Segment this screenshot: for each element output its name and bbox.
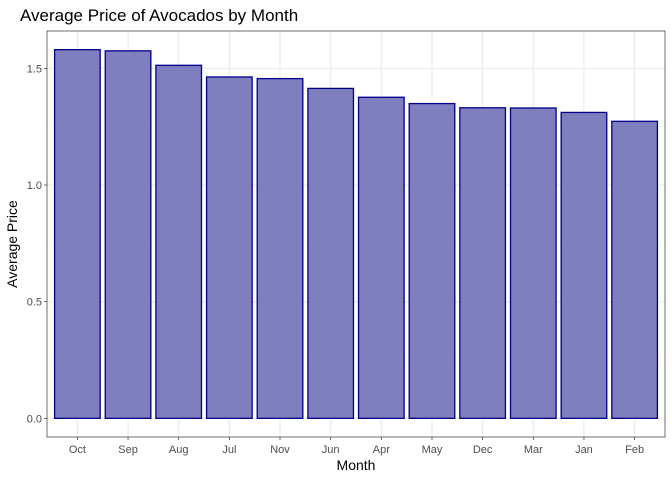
plot-panel: 0.0 0.5 1.0 1.5 Oct Sep Aug Jul Nov Jun Apr May Dec M…	[27, 30, 666, 456]
panel-border	[46, 30, 666, 438]
x-tick-label: Apr	[373, 444, 390, 456]
bar-oct	[53, 49, 101, 419]
x-axis-title: Month	[337, 457, 376, 473]
chart-title: Average Price of Avocados by Month	[20, 6, 298, 25]
bar-apr	[357, 96, 405, 419]
y-tick-label: 0.5	[27, 297, 42, 309]
x-tick-label: Mar	[524, 444, 543, 456]
x-tick-label: Jul	[222, 444, 236, 456]
bar-feb	[611, 120, 659, 419]
bar-aug	[155, 64, 203, 419]
x-tick-label: Nov	[270, 444, 290, 456]
bar-jun	[307, 87, 355, 419]
bar-mar	[509, 107, 557, 419]
bar-jul	[205, 76, 253, 419]
y-tick-label: 1.5	[27, 63, 42, 75]
x-tick-label: Sep	[118, 444, 138, 456]
x-tick-label: Feb	[625, 444, 644, 456]
x-tick-label: Jun	[322, 444, 340, 456]
x-tick-label: Dec	[473, 444, 493, 456]
y-tick-label: 1.0	[27, 180, 42, 192]
y-tick-label: 0.0	[27, 413, 42, 425]
x-tick-label: Aug	[169, 444, 189, 456]
bar-nov	[256, 77, 304, 419]
x-tick-label: Oct	[69, 444, 86, 456]
bar-jan	[560, 111, 608, 419]
bar-dec	[459, 107, 507, 419]
x-tick-label: May	[422, 444, 443, 456]
bar-sep	[104, 50, 152, 419]
bar-may	[408, 102, 456, 419]
x-tick-label: Jan	[575, 444, 593, 456]
y-axis-title: Average Price	[4, 200, 20, 288]
